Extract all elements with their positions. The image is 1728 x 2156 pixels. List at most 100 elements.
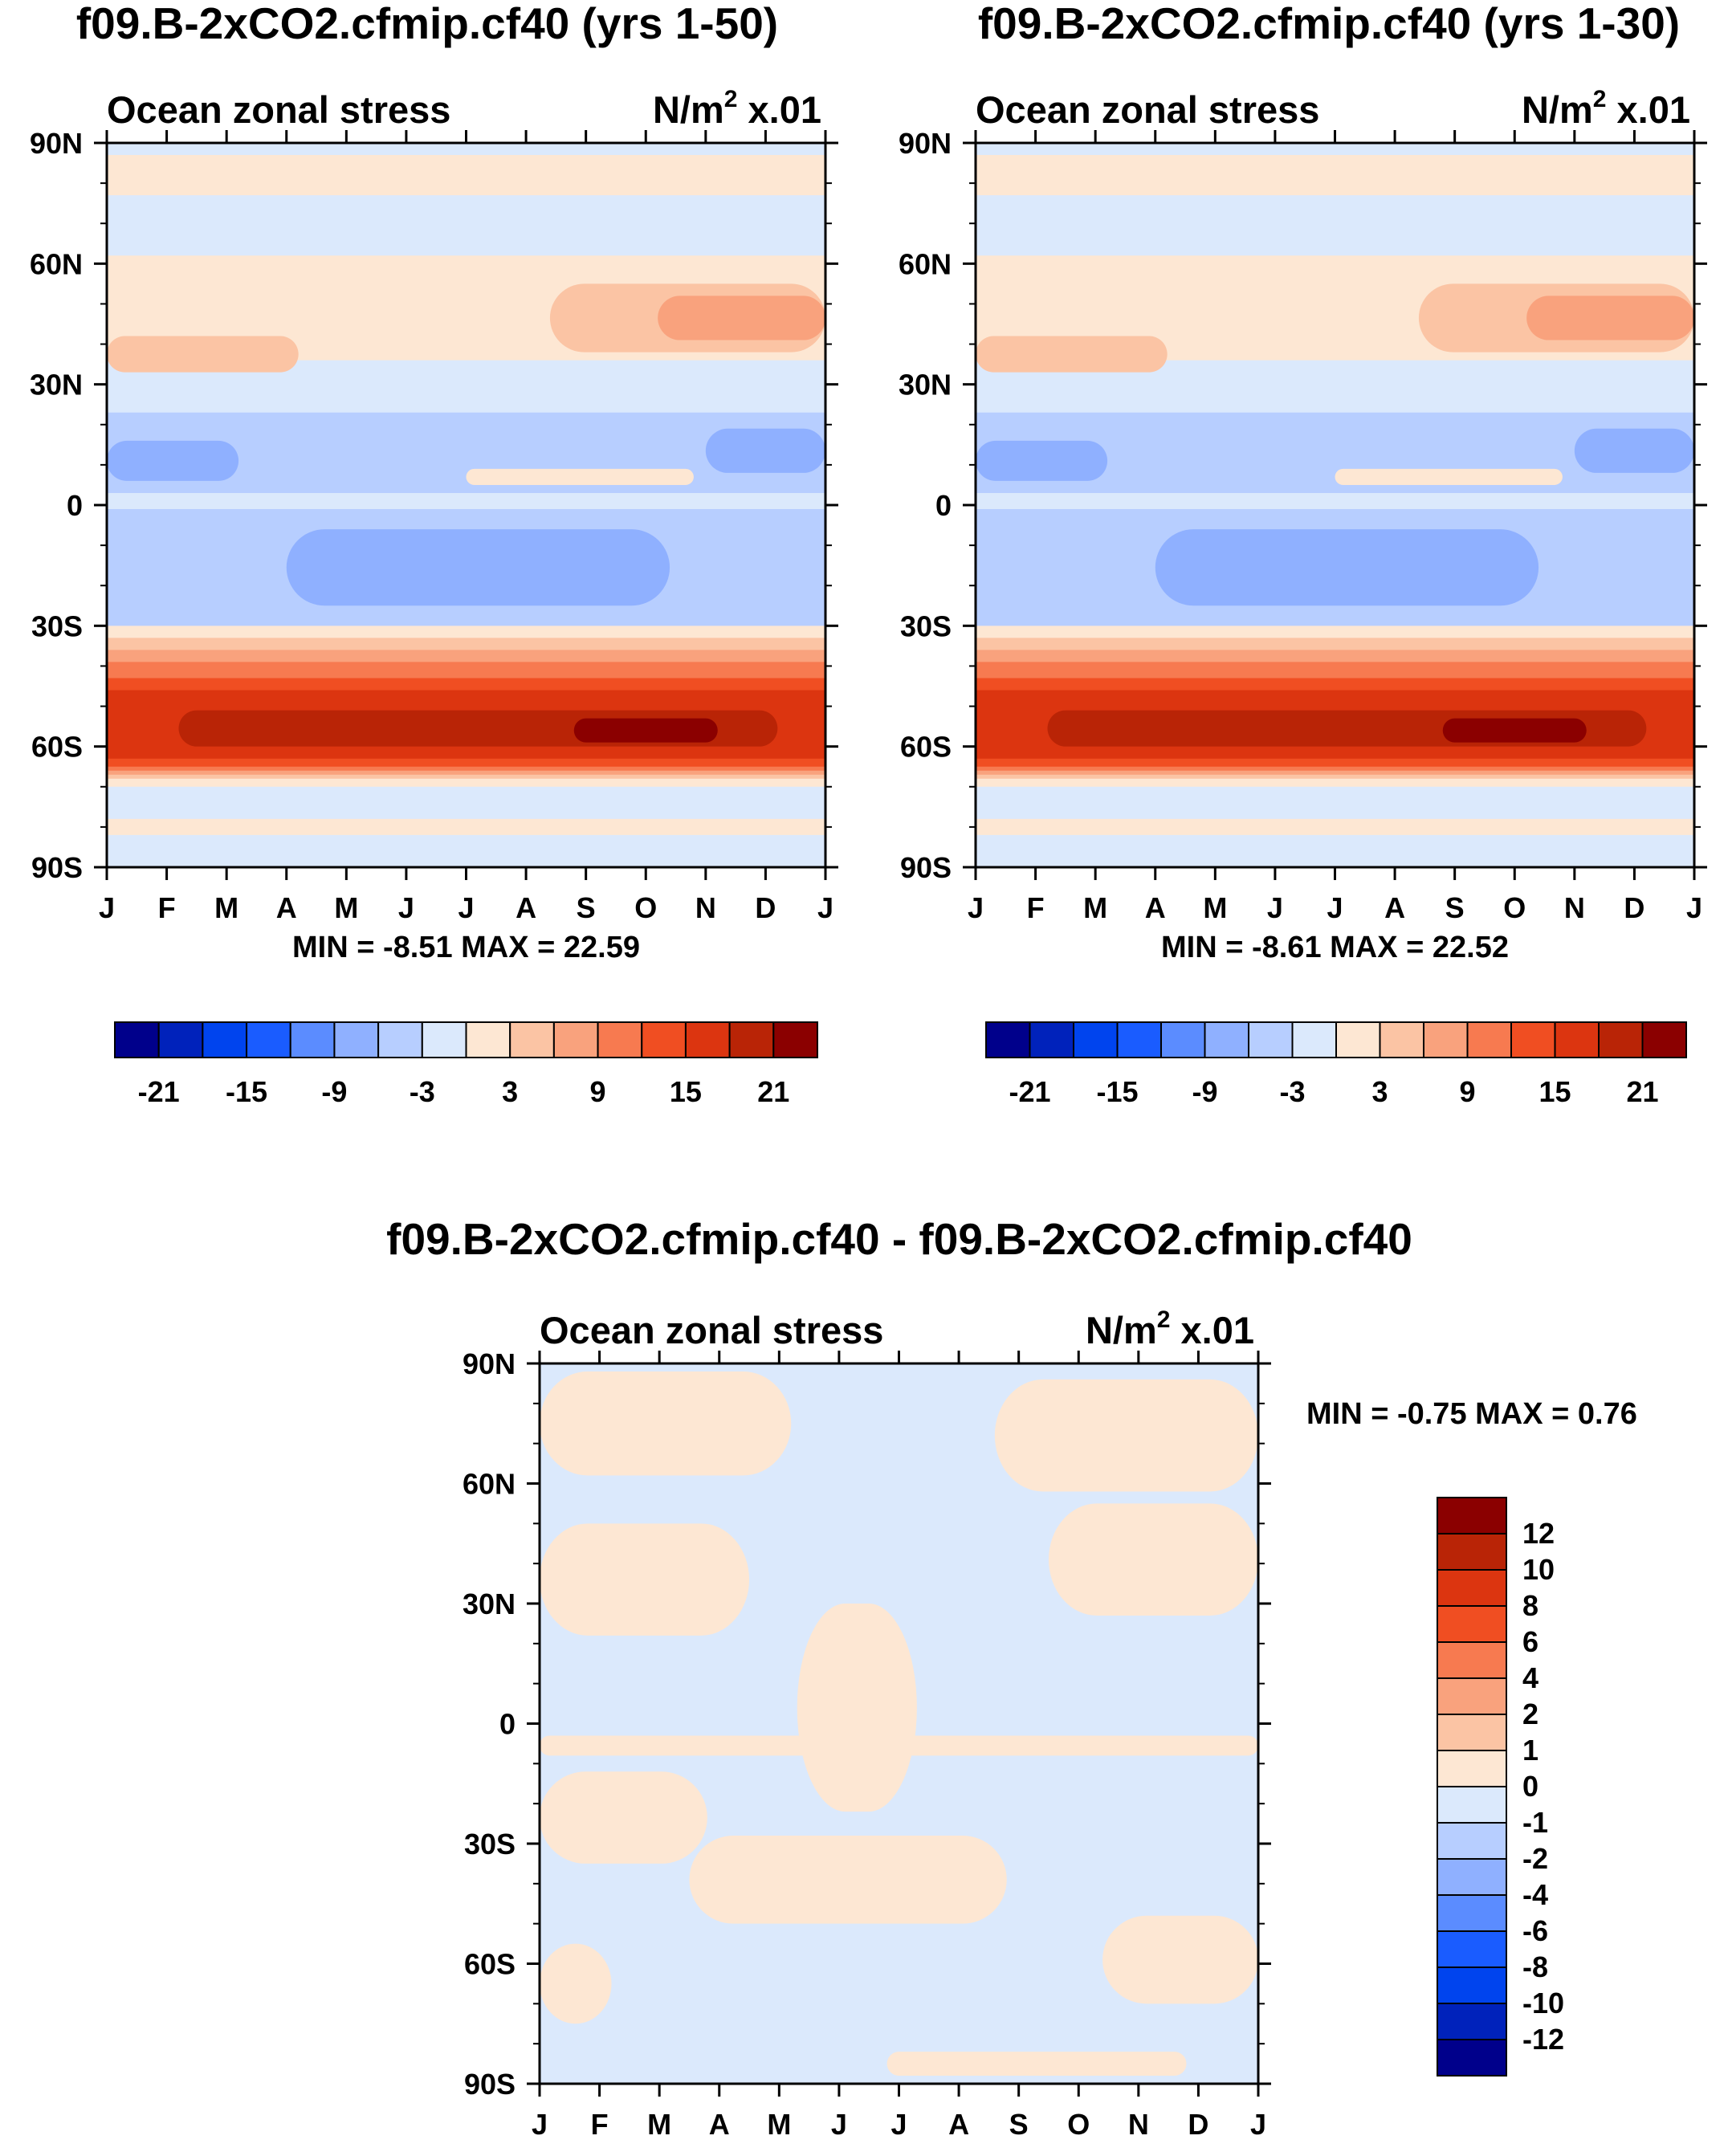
units-main: N/m [1522,88,1593,131]
colorbar-label: -6 [1522,1914,1548,1947]
x-tick-label: J [458,891,474,924]
x-tick-label: A [1145,891,1166,924]
x-tick-label: S [577,891,596,924]
x-tick-label: J [1267,891,1283,924]
units-tail: x.01 [1606,88,1690,131]
x-tick-label: F [591,2108,609,2141]
x-tick-label: A [709,2108,730,2141]
x-tick-label: D [755,891,776,924]
y-tick-label: 30S [900,609,952,642]
contour-band [107,818,825,835]
contour-band [540,1523,750,1636]
colorbar-box [1437,1858,1507,1896]
y-tick-label: 60N [30,247,83,280]
contour-band [466,468,694,485]
panel-b-title: f09.B-2xCO2.cfmip.cf40 (yrs 1-30) [978,0,1680,48]
x-tick-label: O [1067,2108,1090,2141]
panel-c: 90N 60N 30N 0 30S 60S 90S J F M A M J J A S O N D J Ocean zo… [463,1306,1637,2141]
x-tick-label: J [532,2108,548,2141]
contour-band [540,1371,792,1476]
contour-bands [107,155,825,835]
y-tick-label: 90S [900,851,952,884]
colorbar-box [1437,1930,1507,1968]
colorbar-label: -3 [1279,1075,1305,1108]
contour-band [1574,428,1694,473]
colorbar-box [1437,1677,1507,1715]
x-tick-label: J [817,891,833,924]
contour-band [689,1836,1007,1924]
colorbar-label: 9 [1459,1075,1475,1108]
colorbar-box [552,1021,599,1058]
colorbar-box [1641,1021,1687,1058]
colorbar-box [157,1021,204,1058]
colorbar-box [684,1021,731,1058]
contour-band [107,440,239,481]
colorbar-label: 2 [1522,1697,1538,1730]
y-tick-label: 60N [463,1468,516,1501]
x-tick-label: M [1203,891,1227,924]
colorbar-label: 10 [1522,1553,1555,1586]
colorbar-box [1437,1641,1507,1679]
colorbar-box [333,1021,380,1058]
colorbar-label: -10 [1522,1987,1564,2019]
x-tick-label: M [767,2108,791,2141]
y-tick-label: 90S [31,851,83,884]
colorbar-box [1437,1714,1507,1751]
contour-band [658,295,825,340]
y-tick-label: 30S [31,609,83,642]
colorbar-box [1160,1021,1206,1058]
x-tick-label: J [1327,891,1343,924]
y-tick-label: 60S [900,731,952,764]
contour-band [286,529,670,606]
colorbar-label: 12 [1522,1517,1555,1550]
contour-band [1102,1915,1258,2004]
contour-band [540,1771,707,1864]
x-tick-label: O [1503,891,1526,924]
colorbar-label: -9 [1192,1075,1217,1108]
x-tick-label: J [1686,891,1702,924]
y-tick-label: 90N [899,127,952,160]
x-tick-label: F [158,891,176,924]
x-tick-label: S [1009,2108,1029,2141]
colorbar-box [1437,1894,1507,1932]
colorbar-label: 3 [1371,1075,1388,1108]
panel-b: 90N 60N 30N 0 30S 60S 90S J F M A M J J A S O N D J Ocean zo… [899,86,1707,1108]
units-tail: x.01 [737,88,821,131]
contour-band [1048,1503,1258,1616]
colorbar-box [1510,1021,1556,1058]
contour-band [540,1943,612,2024]
colorbar-box [1554,1021,1600,1058]
colorbar-label: -4 [1522,1878,1548,1911]
y-tick-label: 90N [30,127,83,160]
colorbar-label: 15 [670,1075,702,1108]
panel-a: 90N 60N 30N 0 30S 60S 90S J F M A M J J A S O N D J Ocean zo… [30,86,838,1108]
x-tick-label: F [1027,891,1045,924]
colorbar-box [1437,1750,1507,1787]
units-label: N/m2 x.01 [1086,1306,1254,1351]
colorbar-box [289,1021,336,1058]
x-tick-label: J [1250,2108,1266,2141]
colorbar-label: -2 [1522,1842,1548,1875]
contour-band [705,428,825,473]
y-tick-label: 90S [464,2068,516,2101]
colorbar-box [1437,2003,1507,2040]
y-tick-label: 30N [899,369,952,401]
colorbar-label: 9 [590,1075,606,1108]
units-label: N/m2 x.01 [1522,86,1690,131]
colorbar-box [1029,1021,1074,1058]
min-max-stats: MIN = -8.51 MAX = 22.59 [292,931,640,964]
y-tick-label: 30N [30,369,83,401]
units-sup: 2 [1593,86,1607,112]
x-tick-label: J [890,2108,907,2141]
min-max-stats: MIN = -8.61 MAX = 22.52 [1161,931,1509,964]
y-tick-label: 60S [464,1948,516,1981]
colorbar-box [1437,1822,1507,1860]
colorbar-box [1466,1021,1512,1058]
units-label: N/m2 x.01 [653,86,821,131]
colorbar-box [641,1021,687,1058]
colorbar-box [1437,1966,1507,2004]
x-tick-label: D [1624,891,1644,924]
x-tick-label: S [1445,891,1465,924]
colorbar-label: 3 [502,1075,518,1108]
y-tick-label: 0 [67,489,83,522]
